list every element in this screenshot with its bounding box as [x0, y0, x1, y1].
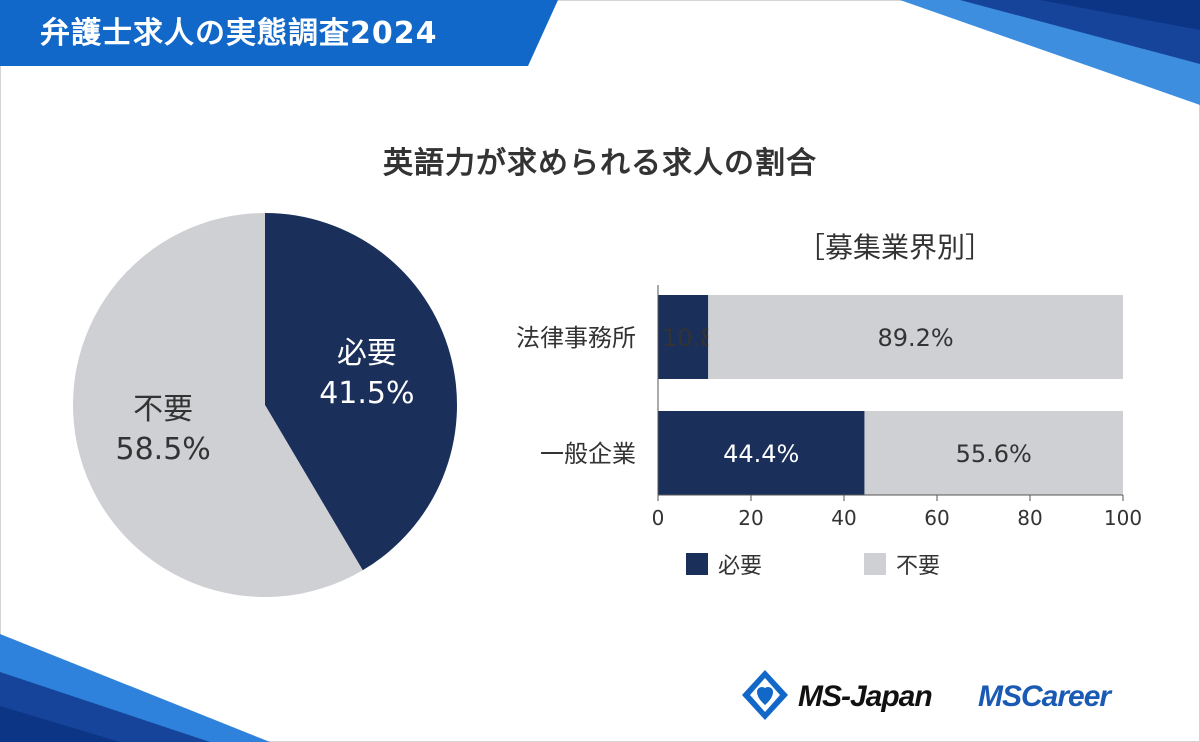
- corner-stripe-bottom-left-darkest: [0, 706, 120, 742]
- bar-segment-needed: [658, 411, 865, 495]
- bar-segment-needed: [658, 295, 709, 379]
- legend-label: 不要: [896, 554, 940, 579]
- pie-slice-not-needed: [73, 213, 363, 597]
- x-tick-label: 80: [1017, 506, 1042, 530]
- header-banner: [0, 0, 558, 66]
- ms-japan-logo-text: MS-Japan: [798, 680, 933, 713]
- legend-swatch-needed: [686, 553, 708, 575]
- chart-main-title: 英語力が求められる求人の割合: [383, 146, 817, 181]
- bar-segment-not-needed: [864, 411, 1123, 495]
- bar-category-label: 法律事務所: [516, 324, 636, 352]
- bar-segment-not-needed: [708, 295, 1123, 379]
- corner-stripe-top-right-darkest: [1040, 0, 1200, 30]
- bar-data-label: 55.6%: [956, 440, 1032, 468]
- x-tick-label: 100: [1104, 506, 1142, 530]
- x-tick-label: 20: [738, 506, 763, 530]
- pie-chart: 必要 41.5% 不要 58.5%: [73, 213, 458, 597]
- pie-label-value: 41.5%: [319, 376, 414, 411]
- pie-label-category: 不要: [133, 392, 193, 427]
- ms-career-logo: MSCareer: [978, 680, 1111, 713]
- pie-slice-needed: [265, 213, 458, 571]
- x-tick-label: 60: [924, 506, 949, 530]
- bar-data-label: 44.4%: [723, 440, 799, 468]
- x-tick-label: 0: [652, 506, 665, 530]
- pie-label-category: 必要: [337, 336, 397, 371]
- pie-label-value: 58.5%: [115, 432, 210, 467]
- bar-data-label: 89.2%: [877, 324, 953, 352]
- ms-japan-logo-icon: [742, 670, 788, 720]
- x-tick-label: 40: [831, 506, 856, 530]
- bar-chart-title: ［募集業界別］: [797, 231, 993, 264]
- legend-swatch-not-needed: [864, 553, 886, 575]
- header-title: 弁護士求人の実態調査2024: [40, 16, 438, 51]
- legend-label: 必要: [718, 554, 762, 579]
- bar-category-label: 一般企業: [540, 440, 636, 468]
